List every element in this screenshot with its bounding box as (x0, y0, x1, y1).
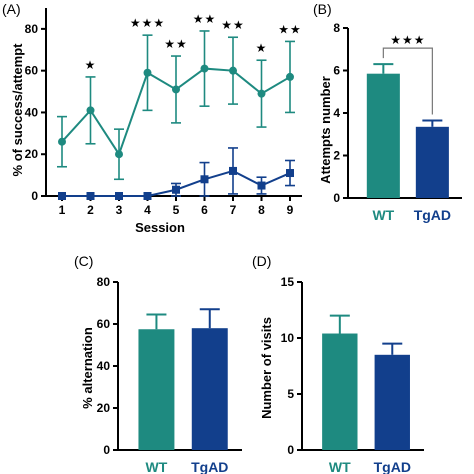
panel-a-data-point (143, 68, 152, 77)
significance-stars: ★★ (164, 37, 188, 51)
panel-a-label: (A) (2, 1, 21, 17)
panel-d-y-tick-label: 0 (287, 443, 294, 457)
panel-a-x-tick-label: 7 (230, 203, 237, 217)
panel-d-bar (374, 354, 410, 450)
panel-a-y-tick-label: 60 (25, 64, 39, 78)
significance-stars: ★★★ (130, 16, 165, 30)
panel-b-plot: 0 2 4 6 8 WT TgAD ★★★ (333, 21, 462, 223)
significance-stars: ★★ (193, 12, 217, 26)
panel-b-y-tick-label: 6 (333, 64, 340, 78)
panel-d: (D) Number of visits 0 5 10 15 WT TgAD (252, 253, 424, 474)
panel-c-plot: 0 20 40 60 80 WT TgAD (97, 275, 242, 474)
panel-a-ylabel: % of success/attempt (10, 43, 25, 177)
panel-d-category-label: TgAD (374, 459, 411, 474)
panel-a-x-tick-label: 9 (287, 203, 294, 217)
panel-a-data-point (143, 192, 152, 200)
panel-b-y-tick-label: 0 (333, 191, 340, 205)
panel-a-y-tick-label: 0 (31, 189, 38, 203)
panel-a: (A) % of success/attempt Session 0 20 40 60… (2, 1, 302, 235)
panel-a-data-point (200, 64, 209, 73)
panel-a-xlabel: Session (135, 220, 185, 235)
panel-b-label: (B) (313, 1, 332, 17)
panel-a-data-point (115, 192, 123, 200)
panel-d-y-tick-label: 15 (281, 275, 295, 289)
panel-a-x-tick-label: 5 (173, 203, 180, 217)
panel-a-data-point (172, 185, 180, 194)
panel-b-y-tick-label: 2 (333, 149, 340, 163)
panel-c-ylabel: % alternation (80, 327, 95, 409)
panel-d-y-tick-label: 5 (287, 387, 294, 401)
panel-a-x-tick-label: 6 (201, 203, 208, 217)
significance-stars: ★★ (278, 22, 302, 36)
panel-c-y-tick-label: 80 (97, 275, 111, 289)
panel-d-label: (D) (252, 253, 271, 269)
panel-a-data-point (200, 175, 209, 184)
panel-b-y-tick-label: 4 (333, 106, 340, 120)
panel-b-bar (366, 73, 400, 198)
panel-a-data-point (58, 137, 66, 146)
panel-a-y-tick-label: 20 (25, 147, 39, 161)
panel-a-data-point (229, 66, 237, 75)
panel-c-category-label: WT (146, 459, 168, 474)
panel-c-y-tick-label: 20 (97, 401, 111, 415)
panel-d-bar (322, 333, 358, 450)
panel-c-y-tick-label: 40 (97, 359, 111, 373)
panel-b-ylabel: Attempts number (318, 76, 333, 184)
panel-a-x-tick-label: 3 (116, 203, 123, 217)
panel-a-data-point (115, 150, 123, 159)
panel-c: (C) % alternation 0 20 40 60 80 WT TgAD (74, 253, 242, 474)
panel-b-significance-bracket (382, 47, 433, 115)
significance-stars: ★★ (221, 18, 245, 32)
significance-stars: ★ (256, 41, 268, 55)
panel-a-x-tick-label: 4 (144, 203, 151, 217)
panel-a-y-tick-label: 80 (25, 22, 39, 36)
panel-a-data-point (286, 72, 294, 81)
panel-a-x-tick-label: 1 (59, 203, 66, 217)
panel-b: (B) Attempts number 0 2 4 6 8 WT TgAD ★★★ (313, 1, 462, 223)
panel-a-data-point (257, 89, 266, 98)
panel-d-y-tick-label: 10 (281, 331, 295, 345)
significance-stars: ★ (85, 58, 97, 72)
panel-c-bar (138, 329, 175, 450)
panel-a-y-tick-label: 40 (25, 105, 39, 119)
panel-b-bar (415, 126, 449, 198)
panel-a-data-point (229, 166, 237, 175)
panel-a-data-point (172, 85, 180, 94)
panel-c-y-tick-label: 60 (97, 317, 111, 331)
panel-a-x-tick-label: 2 (87, 203, 94, 217)
panel-b-y-tick-label: 8 (333, 21, 340, 35)
panel-b-category-label: WT (372, 207, 394, 223)
significance-stars: ★★★ (390, 33, 425, 47)
panel-c-label: (C) (74, 253, 93, 269)
panel-c-bar (191, 328, 228, 450)
panel-b-category-label: TgAD (414, 207, 451, 223)
panel-c-y-tick-label: 0 (103, 443, 110, 457)
panel-d-category-label: WT (329, 459, 351, 474)
panel-a-data-point (86, 106, 95, 115)
panel-a-data-point (257, 181, 266, 190)
panel-d-ylabel: Number of visits (259, 317, 274, 419)
panel-a-x-tick-label: 8 (258, 203, 265, 217)
panel-a-data-point (286, 169, 294, 178)
panel-a-data-point (86, 192, 95, 200)
panel-d-plot: 0 5 10 15 WT TgAD (281, 275, 424, 474)
panel-a-data-point (58, 192, 66, 200)
panel-c-category-label: TgAD (191, 459, 228, 474)
